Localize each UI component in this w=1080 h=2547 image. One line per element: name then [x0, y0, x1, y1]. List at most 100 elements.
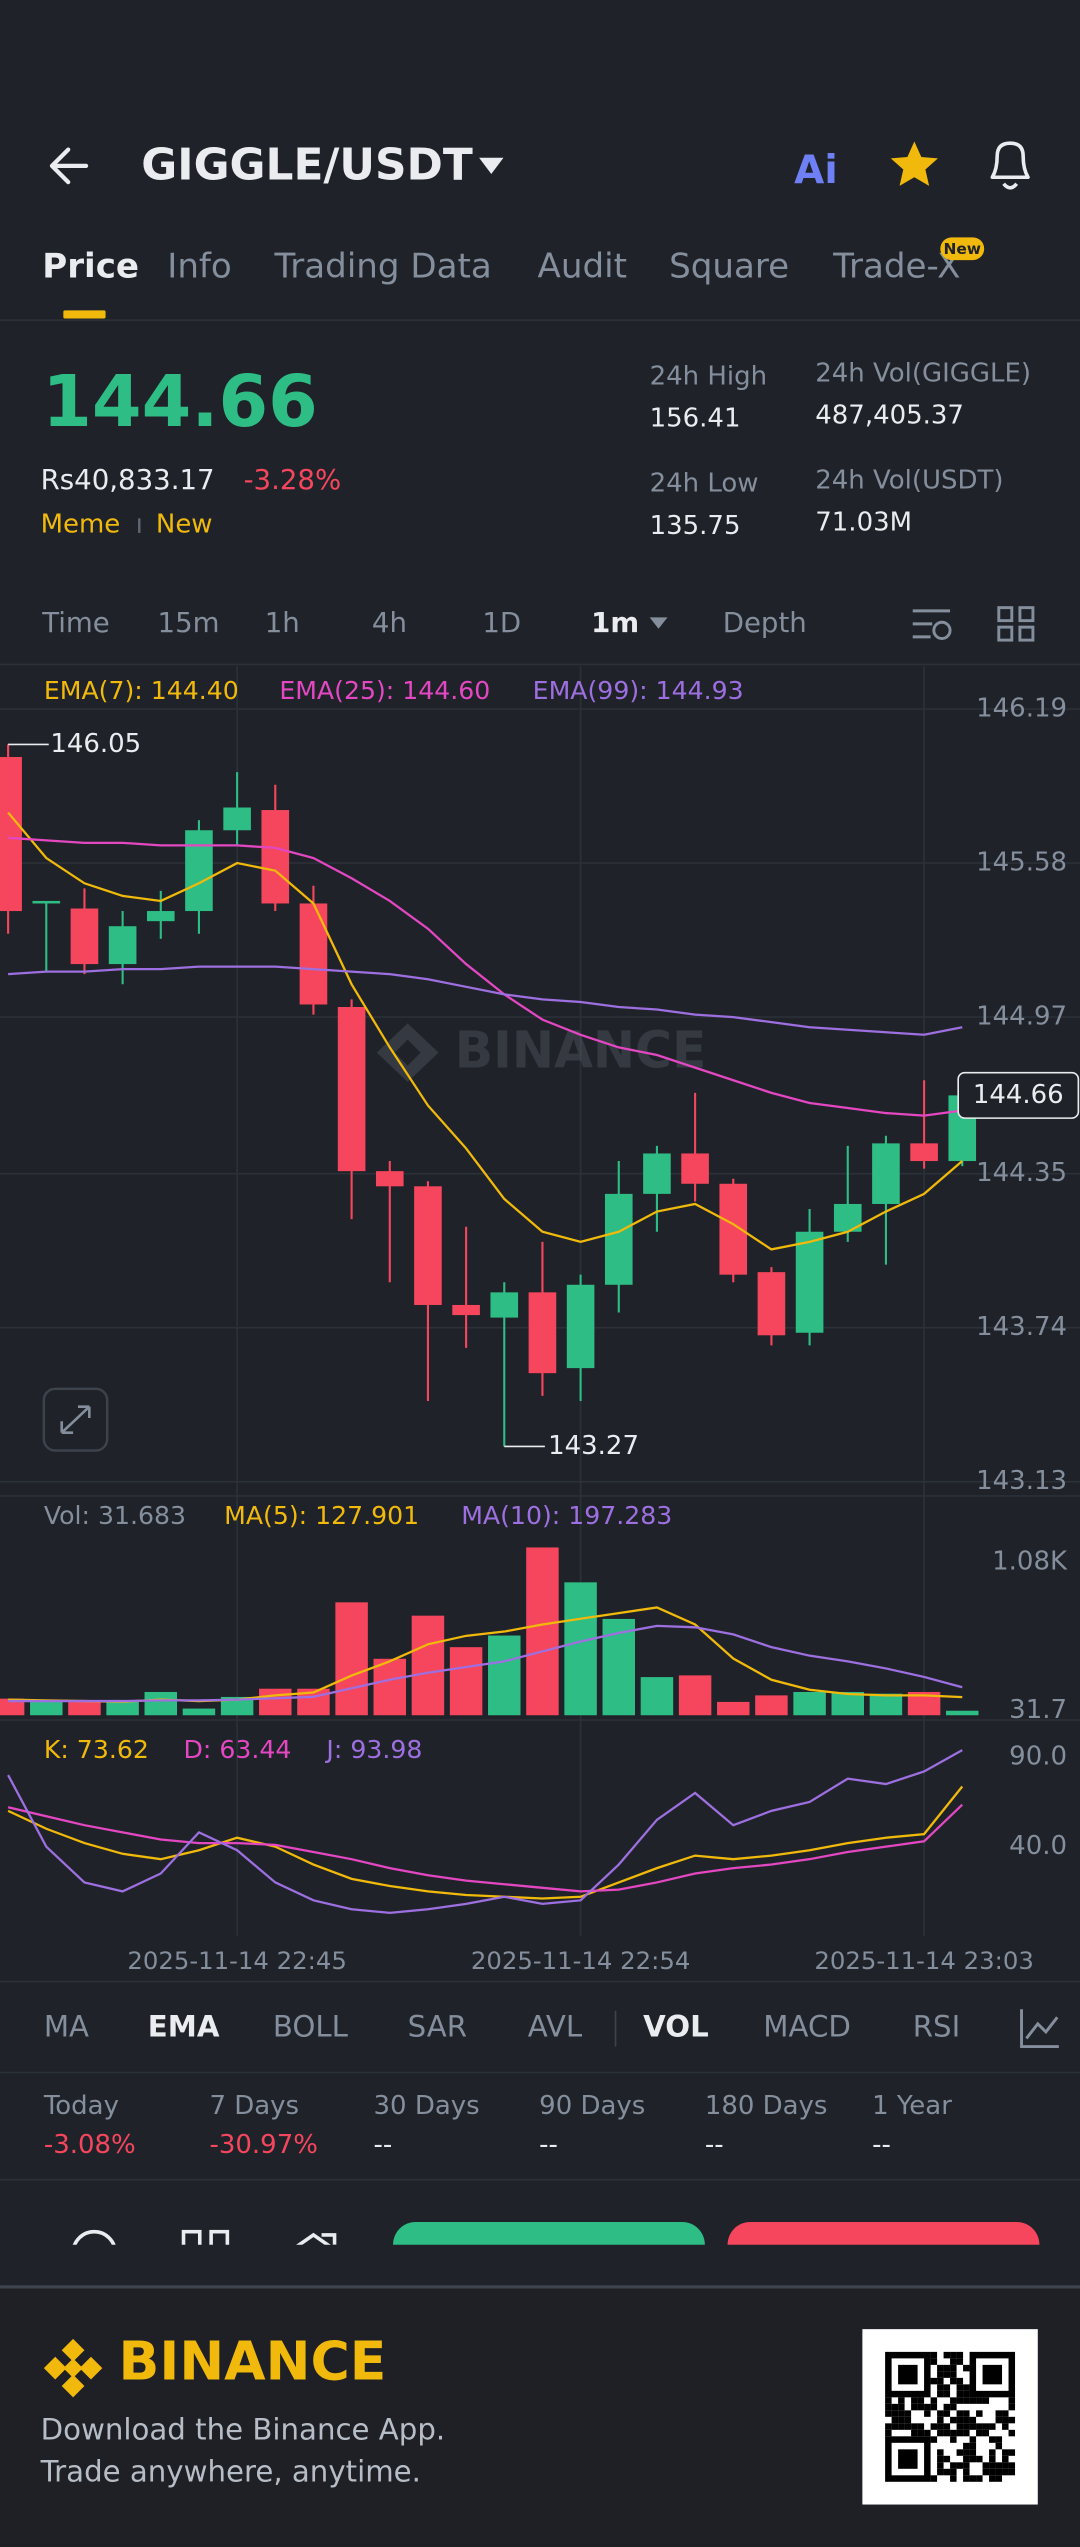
interval[interactable]: Depth: [723, 606, 807, 639]
tag[interactable]: Meme: [41, 509, 121, 539]
tab[interactable]: Trading Data: [273, 247, 491, 287]
indicator[interactable]: SAR: [408, 2010, 467, 2044]
y-tick-label: 144.97: [976, 1002, 1067, 1032]
qr-module: [982, 2397, 990, 2404]
interval[interactable]: 15m: [158, 606, 220, 639]
legend-entry: K: 73.62: [44, 1735, 149, 1764]
favorite-button[interactable]: [890, 141, 938, 186]
indicator-bar: MA EMA BOLL SAR AVL VOL MACD RSI: [44, 2010, 960, 2044]
action-icon[interactable]: [72, 2229, 116, 2274]
indicator-line: [7, 1803, 964, 1893]
interval[interactable]: Time: [41, 606, 110, 639]
qr-module: [995, 2436, 1003, 2443]
qr-module: [950, 2358, 957, 2365]
indicator[interactable]: BOLL: [273, 2010, 349, 2044]
alert-button[interactable]: [990, 141, 1030, 190]
low-label: 143.27: [548, 1431, 639, 1461]
pair-title[interactable]: GIGGLE/USDT: [141, 140, 473, 191]
back-button[interactable]: [49, 147, 89, 185]
y-tick-label: 1.08K: [992, 1547, 1068, 1577]
qr-module: [917, 2429, 925, 2437]
qr-module: [989, 2468, 996, 2476]
price-change: -3.28%: [244, 463, 342, 496]
last-price-label: 144.66: [973, 1080, 1064, 1110]
qr-module: [930, 2397, 938, 2404]
stat-label: 24h Low: [650, 469, 759, 499]
x-tick-label: 2025-11-14 22:45: [127, 1946, 347, 1975]
interval-dropdown[interactable]: [649, 617, 668, 629]
qr-module: [989, 2462, 996, 2469]
interval[interactable]: 1D: [482, 606, 521, 639]
qr-module: [976, 2429, 983, 2437]
binance-logo: [43, 2338, 103, 2398]
qr-module: [989, 2449, 996, 2456]
qr-module: [930, 2377, 938, 2385]
action-icon[interactable]: [209, 2229, 230, 2264]
indicator-settings[interactable]: [1020, 2009, 1059, 2049]
interval[interactable]: 4h: [372, 606, 407, 639]
candle-body: [0, 757, 22, 912]
qr-module: [950, 2416, 957, 2424]
qr-module: [943, 2364, 951, 2372]
tag[interactable]: New: [156, 509, 213, 539]
qr-module: [1008, 2429, 1016, 2437]
volume-bar: [907, 1691, 941, 1716]
y-tick-label: 31.7: [1009, 1695, 1067, 1725]
ai-button[interactable]: Ai: [794, 148, 838, 193]
volume-bar: [144, 1691, 178, 1716]
qr-module: [956, 2358, 964, 2365]
tab[interactable]: Audit: [538, 247, 627, 287]
interval[interactable]: 1m: [591, 606, 639, 639]
indicator-line: [8, 965, 963, 1036]
tab[interactable]: Square: [669, 247, 789, 287]
qr-module: [943, 2429, 951, 2437]
period-value: --: [872, 2130, 891, 2160]
legend-entry: J: 93.98: [324, 1735, 422, 1764]
fullscreen-icon: [60, 1405, 91, 1434]
qr-module: [956, 2390, 964, 2398]
indicator[interactable]: MACD: [763, 2010, 851, 2044]
qr-module: [937, 2429, 944, 2437]
qr-module: [963, 2455, 970, 2463]
volume-bar: [717, 1701, 750, 1716]
grid: [0, 666, 1080, 1937]
qr-module: [969, 2436, 977, 2443]
qr-module: [924, 2403, 931, 2411]
qr-module: [950, 2468, 957, 2476]
indicator[interactable]: EMA: [148, 2010, 220, 2044]
chart-settings-button[interactable]: [912, 609, 952, 640]
tab[interactable]: Info: [167, 247, 232, 287]
indicator[interactable]: AVL: [528, 2010, 583, 2044]
qr-module: [937, 2449, 944, 2456]
action-icon[interactable]: [181, 2229, 202, 2264]
qr-module: [956, 2416, 964, 2424]
volume-bar: [335, 1602, 368, 1716]
indicator[interactable]: VOL: [643, 2010, 709, 2044]
volume-bar: [564, 1582, 597, 1716]
qr-module: [956, 2351, 964, 2359]
footer-text: Trade anywhere, anytime.: [40, 2455, 421, 2489]
tab[interactable]: Price: [42, 247, 139, 287]
volume-bar: [68, 1701, 101, 1716]
qr-module: [969, 2455, 977, 2463]
qr-module: [982, 2429, 990, 2437]
tab[interactable]: Trade-X: [832, 247, 960, 287]
buy-button[interactable]: [393, 2221, 705, 2303]
layout-button[interactable]: [997, 606, 1035, 642]
qr-module: [1008, 2462, 1016, 2469]
interval[interactable]: 1h: [265, 606, 300, 639]
sell-button[interactable]: [727, 2221, 1040, 2303]
qr-module: [898, 2403, 905, 2411]
fullscreen-button[interactable]: [42, 1387, 109, 1452]
volume-bar: [220, 1696, 254, 1716]
qr-module: [1008, 2416, 1016, 2424]
qr-module: [950, 2371, 957, 2378]
pair-dropdown[interactable]: [479, 157, 504, 175]
legend-entry: MA(5): 127.901: [224, 1501, 419, 1530]
candle-body: [795, 1231, 824, 1333]
indicator[interactable]: RSI: [913, 2010, 960, 2044]
action-icon[interactable]: [292, 2232, 337, 2250]
indicator[interactable]: MA: [44, 2010, 89, 2044]
period-label: 180 Days: [705, 2091, 828, 2121]
x-tick-label: 2025-11-14 22:54: [471, 1946, 691, 1975]
